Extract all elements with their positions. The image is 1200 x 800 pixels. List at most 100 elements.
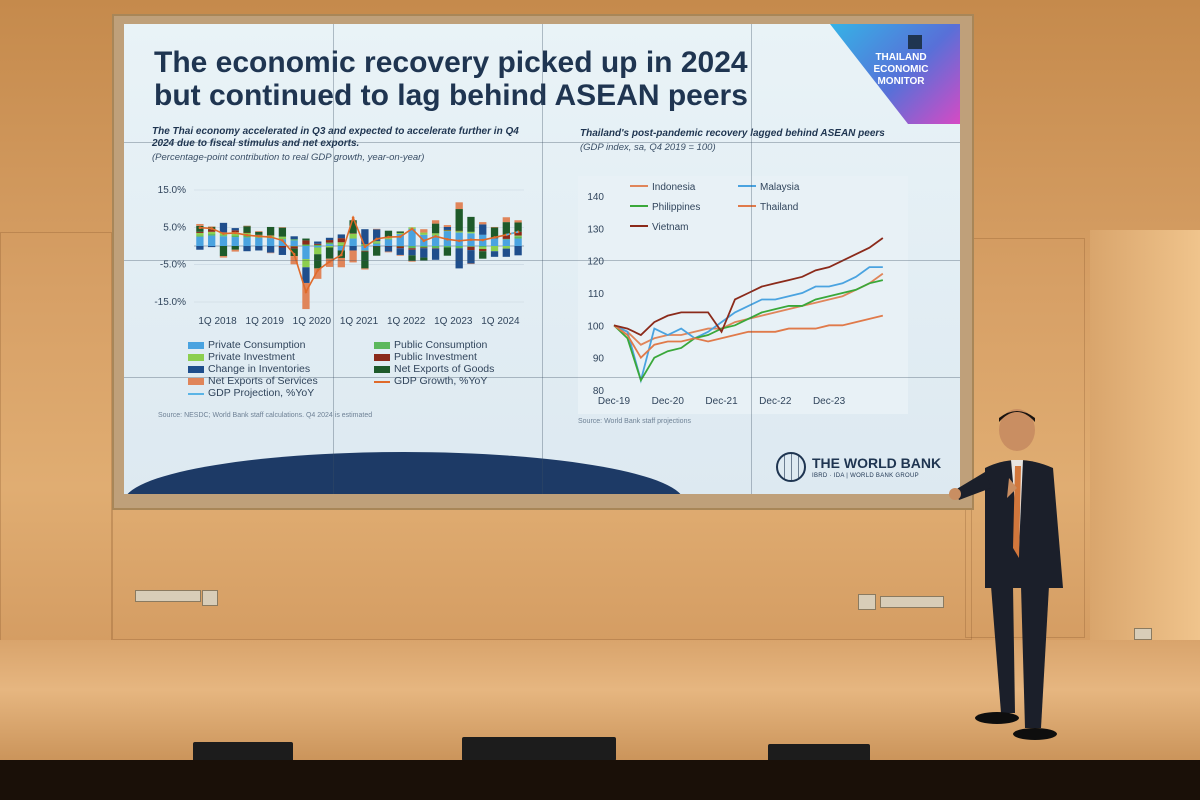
bar-segment [196,223,204,226]
y-tick-label: 100 [587,321,604,332]
bar-segment [502,217,510,223]
bar-segment [314,268,322,279]
legend-label: Private Consumption [208,339,306,351]
bar-segment [455,248,463,269]
bar-segment [266,235,275,236]
bar-segment [373,246,381,256]
bar-segment [479,251,487,259]
bar-segment [337,244,345,246]
bar-segment [408,255,416,261]
bar-segment [443,229,452,232]
bar-segment [243,225,251,233]
bar-segment [467,216,475,232]
bar-segment [514,222,522,232]
x-tick-label: Dec-19 [598,396,631,407]
bar-segment [325,247,334,259]
bar-segment [443,226,452,230]
bar-segment [219,222,228,233]
bar-segment [231,249,239,252]
bar-segment [420,257,428,261]
legend-label: Private Investment [208,351,295,363]
gdp-growth-point [222,232,225,235]
y-tick-label: -5.0% [160,260,186,271]
bar-segment [278,227,287,237]
gdp-growth-point [245,233,249,237]
bar-segment [255,231,263,232]
bar-segment [325,240,334,243]
bar-segment [302,240,310,245]
bar-segment [490,237,499,246]
bar-segment [384,251,393,253]
x-tick-label: 1Q 2019 [246,316,285,327]
report-badge-text: THAILAND ECONOMIC MONITOR [873,52,929,87]
bar-segment [196,231,204,233]
bar-segment [396,246,404,249]
y-tick-label: 110 [588,289,604,300]
bar-segment [302,267,310,283]
x-tick-label: Dec-21 [705,396,738,407]
projection-screen: The economic recovery picked up in 2024 … [124,24,960,494]
legend-item: Public Consumption [374,339,487,352]
power-socket [880,596,944,608]
legend-label: GDP Projection, %YoY [208,387,315,399]
bar-segment [443,247,452,256]
right-chart-subtitle: (GDP index, sa, Q4 2019 = 100) [580,142,716,153]
screen-seam [124,377,960,378]
y-tick-label: 120 [587,257,604,268]
bar-segment [290,236,298,240]
legend-item: GDP Projection, %YoY [188,387,314,400]
bar-segment [408,248,416,250]
bar-segment [467,246,475,247]
gdp-growth-point [304,290,308,294]
bar-segment [373,241,381,243]
bar-segment [208,229,216,232]
bar-segment [467,263,475,265]
bar-segment [514,231,522,236]
bar-segment [349,246,357,251]
stage-edge [0,760,1200,800]
bar-segment [490,251,499,257]
bar-segment [431,246,440,249]
bar-segment [219,256,228,258]
bar-segment [243,237,251,246]
legend-label: Vietnam [652,222,689,233]
gdp-growth-point [422,239,426,243]
legend-swatch [188,393,204,395]
bar-segment [290,256,298,265]
bar-segment [219,235,228,237]
bar-segment [514,236,522,239]
x-tick-label: 1Q 2022 [387,316,426,327]
bar-segment [431,223,440,234]
bar-segment [314,247,322,255]
screen-seam [542,24,543,494]
x-tick-label: 1Q 2020 [293,316,332,327]
bar-segment [502,246,510,249]
legend-item: Net Exports of Services [188,375,318,388]
series-line [613,237,884,337]
bar-segment [479,247,487,249]
bar-segment [502,248,510,257]
legend-label: Change in Inventories [208,363,311,375]
bar-segment [314,244,322,246]
bar-segment [373,246,381,247]
bar-segment [373,228,381,230]
bar-segment [278,247,287,255]
bar-segment [384,246,393,247]
bar-segment [266,252,275,254]
gdp-growth-point [410,227,414,231]
bar-segment [290,246,298,249]
legend-label: Malaysia [760,182,800,193]
legend-item: Private Consumption [188,339,305,352]
gdp-growth-point [210,227,213,230]
bar-segment [467,246,475,251]
bar-segment [208,235,216,246]
bar-segment [455,232,463,246]
bar-segment [243,232,251,236]
power-socket [858,594,876,610]
bar-segment [431,248,440,260]
bar-segment [408,228,416,246]
bar-segment [408,249,416,256]
bar-segment [325,242,334,245]
bar-segment [290,248,298,257]
bar-segment [479,246,487,248]
